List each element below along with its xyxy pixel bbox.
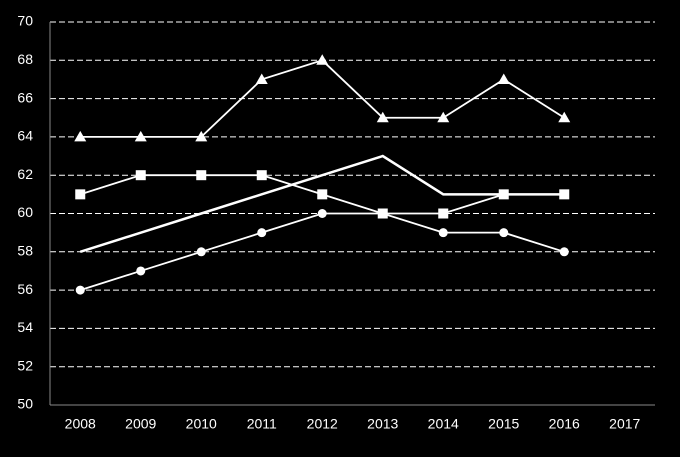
- triangle-marker: [437, 111, 450, 123]
- triangle-marker: [195, 130, 208, 142]
- square-marker: [438, 208, 449, 219]
- x-tick-label: 2014: [428, 416, 459, 432]
- y-tick-label: 52: [17, 357, 33, 373]
- x-tick-label: 2015: [488, 416, 519, 432]
- y-tick-label: 62: [17, 166, 33, 182]
- triangle-marker: [376, 111, 389, 123]
- circle-marker: [196, 247, 206, 257]
- circle-marker: [378, 209, 388, 218]
- circle-marker: [136, 266, 146, 276]
- square-marker: [196, 170, 207, 181]
- square-marker: [317, 189, 328, 200]
- x-tick-label: 2010: [186, 416, 217, 432]
- triangle-marker: [558, 111, 571, 123]
- circle-marker: [438, 228, 448, 238]
- triangle-marker: [316, 54, 329, 65]
- x-tick-label: 2009: [125, 416, 156, 432]
- y-tick-label: 50: [17, 396, 33, 412]
- triangle-marker: [255, 73, 268, 84]
- x-tick-label: 2017: [609, 416, 640, 432]
- y-tick-label: 60: [17, 204, 33, 220]
- circle-marker: [559, 247, 569, 257]
- x-tick-label: 2016: [549, 416, 580, 432]
- triangle-marker: [497, 73, 510, 84]
- y-tick-label: 58: [17, 243, 33, 259]
- y-tick-label: 54: [17, 319, 33, 335]
- circle-marker: [75, 285, 85, 295]
- y-tick-label: 68: [17, 51, 33, 67]
- y-tick-label: 56: [17, 281, 33, 297]
- square-marker: [256, 170, 267, 181]
- square-marker: [135, 170, 146, 181]
- triangle-marker: [134, 130, 147, 142]
- y-tick-label: 66: [17, 89, 33, 105]
- circle-marker: [499, 228, 509, 238]
- y-tick-label: 70: [17, 13, 33, 29]
- x-tick-label: 2008: [65, 416, 96, 432]
- series-line: [79, 154, 565, 253]
- x-tick-label: 2012: [307, 416, 338, 432]
- circle-marker: [317, 209, 327, 218]
- circle-marker: [257, 228, 267, 238]
- x-tick-label: 2011: [247, 416, 277, 432]
- triangle-marker: [74, 130, 87, 142]
- y-tick-label: 64: [17, 128, 33, 144]
- x-tick-label: 2013: [367, 416, 398, 432]
- square-marker: [75, 189, 86, 200]
